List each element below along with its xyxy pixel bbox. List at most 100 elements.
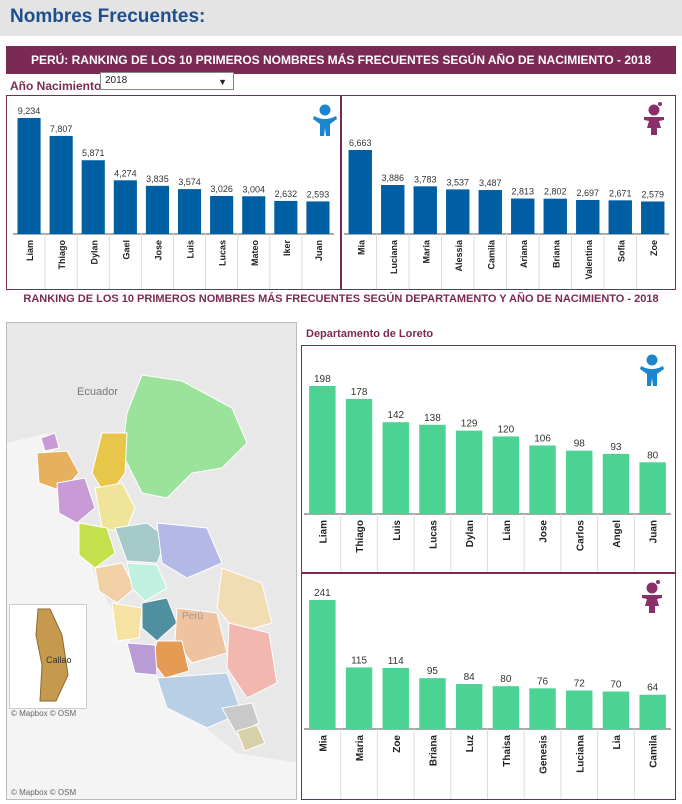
category-label: Juan — [649, 520, 660, 543]
chart-bar[interactable] — [145, 185, 170, 234]
chart-bar[interactable] — [639, 694, 666, 729]
bar-value-label: 5,871 — [82, 148, 105, 158]
loreto-girls-chart-panel: 241 Mia 115 Maria 114 Zoe 95 Briana 84 Luz 80 Thais… — [301, 573, 676, 800]
chart-bar[interactable] — [419, 424, 446, 514]
chart-bar[interactable] — [382, 422, 409, 514]
chart-bar[interactable] — [529, 688, 556, 729]
chart-bar[interactable] — [478, 190, 502, 234]
bar-value-label: 9,234 — [18, 106, 41, 116]
map-region-junin — [141, 597, 178, 642]
chart-bar[interactable] — [345, 398, 373, 514]
bar-value-label: 7,807 — [50, 124, 73, 134]
chart-bar[interactable] — [81, 160, 105, 234]
chart-bar[interactable] — [639, 462, 666, 514]
chart-bar[interactable] — [566, 690, 593, 729]
chart-bar[interactable] — [348, 150, 372, 234]
category-label: Luis — [392, 520, 403, 541]
girl-icon — [644, 102, 664, 135]
map-region-ica — [126, 642, 158, 676]
chart-bar[interactable] — [242, 196, 266, 234]
chart-bar[interactable] — [306, 201, 330, 234]
peru-map[interactable]: Ecuador Perú — [6, 322, 297, 800]
chart-bar[interactable] — [177, 189, 202, 234]
peru-map-svg: Ecuador Perú — [7, 323, 296, 799]
category-label: Mia — [318, 735, 329, 752]
bar-value-label: 115 — [351, 655, 367, 666]
header-bar: Nombres Frecuentes: — [0, 0, 682, 36]
chart-bar[interactable] — [492, 436, 520, 514]
map-region-san-martin — [94, 482, 136, 534]
category-label: Carlos — [575, 520, 586, 552]
bar-value-label: 129 — [461, 419, 478, 430]
chart-bar[interactable] — [309, 386, 336, 514]
category-label: Jose — [539, 520, 550, 543]
map-region-la-libertad — [78, 522, 116, 569]
chart-bar[interactable] — [419, 678, 446, 729]
ranking-banner: PERÚ: RANKING DE LOS 10 PRIMEROS NOMBRES… — [6, 46, 676, 74]
category-label: Alessia — [454, 239, 464, 272]
category-label: Luciana — [389, 239, 399, 274]
girl-icon — [642, 580, 662, 613]
chart-bar[interactable] — [413, 186, 437, 234]
bar-value-label: 98 — [574, 439, 586, 450]
bar-value-label: 178 — [351, 387, 368, 398]
chart-bar[interactable] — [210, 195, 234, 234]
chart-bar[interactable] — [492, 686, 520, 729]
bar-value-label: 6,663 — [349, 138, 372, 148]
chart-bar[interactable] — [455, 430, 483, 514]
map-peru-label: Perú — [182, 611, 203, 622]
bar-value-label: 2,802 — [544, 187, 567, 197]
map-region-ancash — [94, 562, 136, 604]
category-label: Thiago — [355, 520, 366, 553]
bar-value-label: 3,574 — [178, 177, 201, 187]
bar-value-label: 142 — [387, 410, 404, 421]
chart-bar[interactable] — [446, 189, 470, 234]
chart-bar[interactable] — [543, 198, 567, 234]
bar-value-label: 76 — [537, 676, 549, 687]
chart-bar[interactable] — [382, 667, 409, 729]
chart-bar[interactable] — [17, 118, 41, 234]
peru-girls-chart-panel: 6,663 Mia 3,886 Luciana 3,783 Maria 3,537 Aless… — [341, 95, 676, 290]
bar-value-label: 84 — [464, 672, 476, 683]
map-attribution: © Mapbox © OSM — [11, 788, 77, 797]
chart-bar[interactable] — [641, 201, 665, 234]
chart-bar[interactable] — [608, 200, 632, 234]
map-region-tumbes — [40, 432, 60, 452]
chart-bar[interactable] — [511, 198, 535, 234]
year-select-value: 2018 — [105, 75, 128, 86]
bar-value-label: 2,697 — [576, 188, 599, 198]
chart-bar[interactable] — [274, 200, 298, 234]
category-label: Dylan — [89, 240, 99, 265]
bar-value-label: 3,487 — [479, 178, 502, 188]
map-region-ucayali — [156, 522, 223, 579]
chart-bar[interactable] — [345, 667, 373, 729]
chart-bar[interactable] — [566, 450, 593, 514]
chart-bar[interactable] — [381, 185, 405, 234]
department-label: Departamento de Loreto — [306, 328, 434, 340]
bar-value-label: 2,632 — [275, 189, 298, 199]
inset-attribution: © Mapbox © OSM — [11, 709, 77, 718]
chart-bar[interactable] — [309, 600, 336, 729]
callao-inset-map[interactable]: Callao — [9, 604, 87, 709]
bar-value-label: 93 — [610, 442, 622, 453]
category-label: Zoe — [649, 240, 659, 256]
year-select[interactable]: 2018 ▼ — [100, 72, 234, 90]
chart-bar[interactable] — [455, 684, 483, 729]
map-region-tacna — [236, 724, 266, 752]
year-filter-label: Año Nacimiento — [10, 79, 102, 93]
chart-bar[interactable] — [49, 135, 73, 234]
chevron-down-icon[interactable]: ▼ — [218, 77, 227, 87]
chart-bar[interactable] — [576, 199, 600, 234]
bar-value-label: 2,579 — [641, 189, 664, 199]
bar-value-label: 3,886 — [381, 173, 404, 183]
bar-value-label: 114 — [388, 656, 404, 667]
category-label: Iker — [282, 240, 292, 257]
category-label: Liam — [318, 520, 329, 543]
category-label: Mateo — [250, 240, 260, 267]
bar-value-label: 80 — [500, 674, 512, 685]
chart-bar[interactable] — [602, 691, 630, 729]
chart-bar[interactable] — [113, 180, 137, 234]
category-label: Thaisa — [502, 735, 513, 767]
chart-bar[interactable] — [602, 453, 630, 514]
chart-bar[interactable] — [529, 445, 556, 514]
